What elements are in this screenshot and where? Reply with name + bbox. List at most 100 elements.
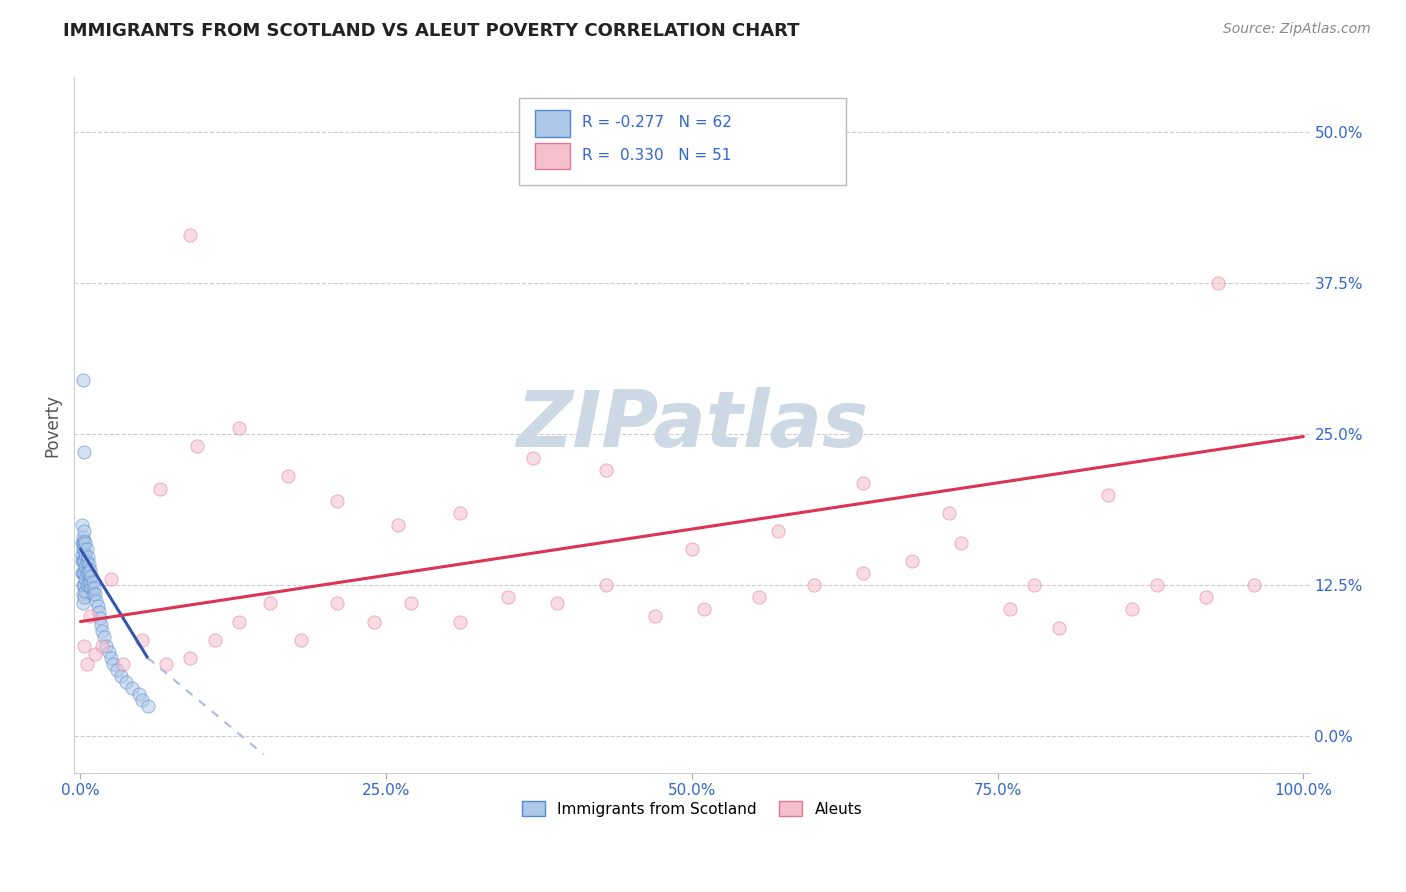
- Point: [70, 517, 93, 532]
- Point: [72, 554, 94, 568]
- Point: [72, 578, 94, 592]
- Point: [546, 597, 568, 611]
- Point: [89, 611, 111, 625]
- Point: [387, 517, 409, 532]
- Point: [75, 572, 97, 586]
- Point: [75, 584, 97, 599]
- Point: [681, 542, 703, 557]
- Point: [93, 630, 115, 644]
- Point: [76, 542, 98, 557]
- Point: [87, 605, 110, 619]
- Point: [1047, 621, 1070, 635]
- Point: [72, 597, 94, 611]
- Point: [748, 591, 770, 605]
- Point: [228, 421, 250, 435]
- Point: [155, 657, 177, 671]
- Point: [76, 657, 98, 671]
- Point: [73, 591, 96, 605]
- Point: [97, 645, 120, 659]
- Point: [77, 557, 100, 571]
- Text: ZIPatlas: ZIPatlas: [516, 387, 868, 463]
- Point: [179, 651, 201, 665]
- Point: [70, 548, 93, 562]
- Point: [1194, 591, 1216, 605]
- Point: [259, 597, 281, 611]
- Point: [86, 599, 108, 613]
- Point: [938, 506, 960, 520]
- Point: [103, 657, 125, 671]
- Point: [644, 608, 666, 623]
- Point: [79, 563, 101, 577]
- Point: [131, 693, 153, 707]
- Point: [72, 530, 94, 544]
- Point: [70, 536, 93, 550]
- FancyBboxPatch shape: [536, 143, 569, 169]
- Point: [84, 647, 107, 661]
- Point: [110, 669, 132, 683]
- Point: [79, 574, 101, 589]
- Point: [131, 632, 153, 647]
- Point: [803, 578, 825, 592]
- Point: [693, 602, 716, 616]
- Point: [136, 699, 159, 714]
- Point: [76, 563, 98, 577]
- Point: [105, 663, 128, 677]
- Point: [80, 581, 103, 595]
- Point: [498, 591, 520, 605]
- Point: [73, 554, 96, 568]
- Point: [1024, 578, 1046, 592]
- Point: [75, 548, 97, 562]
- Point: [522, 451, 544, 466]
- Point: [228, 615, 250, 629]
- Point: [204, 632, 226, 647]
- Point: [76, 566, 98, 581]
- Point: [90, 618, 112, 632]
- Point: [72, 542, 94, 557]
- Text: IMMIGRANTS FROM SCOTLAND VS ALEUT POVERTY CORRELATION CHART: IMMIGRANTS FROM SCOTLAND VS ALEUT POVERT…: [63, 22, 800, 40]
- FancyBboxPatch shape: [519, 98, 846, 186]
- Point: [83, 581, 105, 595]
- Point: [998, 602, 1021, 616]
- Point: [121, 681, 143, 695]
- Point: [949, 536, 972, 550]
- Text: Source: ZipAtlas.com: Source: ZipAtlas.com: [1223, 22, 1371, 37]
- Y-axis label: Poverty: Poverty: [44, 393, 60, 457]
- Point: [72, 536, 94, 550]
- Point: [73, 445, 96, 459]
- FancyBboxPatch shape: [536, 110, 569, 136]
- Point: [72, 587, 94, 601]
- Point: [149, 482, 172, 496]
- Point: [73, 566, 96, 581]
- Point: [326, 493, 349, 508]
- Point: [94, 639, 117, 653]
- Point: [1146, 578, 1168, 592]
- Point: [72, 373, 94, 387]
- Point: [76, 550, 98, 565]
- Point: [77, 578, 100, 592]
- Point: [100, 572, 122, 586]
- Point: [70, 566, 93, 581]
- Text: R = -0.277   N = 62: R = -0.277 N = 62: [582, 115, 733, 130]
- Point: [75, 560, 97, 574]
- Point: [82, 574, 104, 589]
- Point: [79, 608, 101, 623]
- Point: [77, 566, 100, 581]
- Point: [901, 554, 924, 568]
- Point: [1121, 602, 1143, 616]
- Point: [277, 469, 299, 483]
- Point: [112, 657, 135, 671]
- Point: [290, 632, 312, 647]
- Point: [595, 463, 617, 477]
- Point: [1206, 276, 1229, 290]
- Point: [91, 639, 114, 653]
- Point: [179, 227, 201, 242]
- Point: [72, 566, 94, 581]
- Point: [80, 568, 103, 582]
- Point: [363, 615, 385, 629]
- Point: [326, 597, 349, 611]
- Point: [76, 578, 98, 592]
- Point: [75, 536, 97, 550]
- Point: [100, 651, 122, 665]
- Point: [449, 615, 471, 629]
- Point: [1097, 488, 1119, 502]
